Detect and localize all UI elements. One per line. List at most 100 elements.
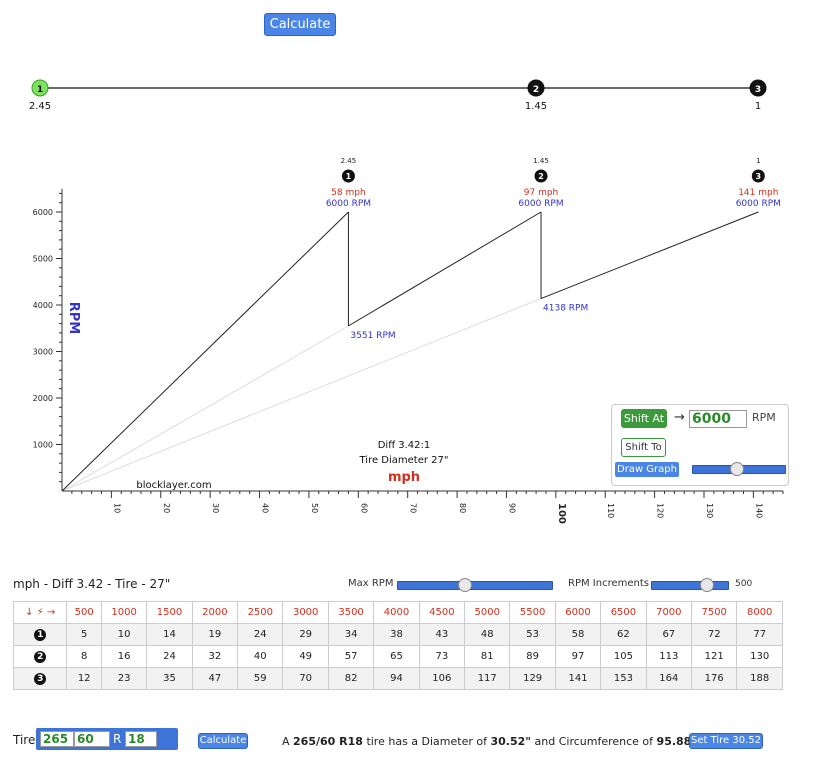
watermark: blocklayer.com xyxy=(136,480,211,491)
x-tick-label: 140 xyxy=(754,503,763,518)
gear-badge: 1 xyxy=(34,628,47,641)
x-tick-label: 10 xyxy=(112,503,121,513)
mph-cell: 23 xyxy=(100,667,148,690)
shift-point-gear-badge xyxy=(751,169,765,183)
mph-cell: 72 xyxy=(690,623,738,646)
tire-desc-size: 265/60 R18 xyxy=(293,735,363,748)
shift-point-gear-number: 3 xyxy=(756,172,762,181)
mph-cell: 49 xyxy=(282,645,329,668)
mph-cell: 16 xyxy=(100,645,148,668)
calculate-button[interactable]: Calculate xyxy=(264,13,336,36)
y-tick-label: 1000 xyxy=(33,441,53,450)
tire-width-input[interactable]: 265 xyxy=(40,731,74,747)
rpm-header-cell: 1500 xyxy=(146,601,193,624)
gear-handle-3[interactable] xyxy=(749,79,767,97)
mph-cell: 97 xyxy=(554,645,602,668)
rpm-header-cell: 7000 xyxy=(645,601,693,624)
mph-cell: 130 xyxy=(736,645,783,668)
mph-table: ↓ ⚡ → 500 1000 1500 2000 2500 3000 3500 4000 4500… xyxy=(12,601,783,690)
mph-cell: 47 xyxy=(191,667,239,690)
gear-handle-number: 3 xyxy=(755,85,761,95)
shift-point-gear-badge xyxy=(534,169,548,183)
shift-point-mph: 141 mph xyxy=(738,188,778,198)
mph-cell: 188 xyxy=(736,667,783,690)
rpm-increments-slider[interactable] xyxy=(651,581,729,590)
set-tire-button[interactable]: Set Tire 30.52 xyxy=(689,733,763,749)
x-axis-label: mph xyxy=(388,470,420,485)
mph-cell: 48 xyxy=(464,623,511,646)
mph-cell: 32 xyxy=(191,645,239,668)
gear-handle-1[interactable] xyxy=(31,79,49,97)
annotation-diff: Diff 3.42:1 xyxy=(378,440,431,451)
gear-badge: 3 xyxy=(34,672,47,685)
max-rpm-slider[interactable] xyxy=(397,581,553,590)
rpm-header-cell: 2000 xyxy=(191,601,239,624)
mph-cell: 73 xyxy=(418,645,466,668)
rpm-header-cell: 8000 xyxy=(736,601,783,624)
mph-cell: 121 xyxy=(690,645,738,668)
gear-ratio-label: 1.45 xyxy=(525,101,547,112)
shift-rpm-input[interactable]: 6000 xyxy=(689,410,747,428)
mph-cell: 58 xyxy=(554,623,602,646)
mph-cell: 40 xyxy=(237,645,284,668)
gear-handle-2[interactable] xyxy=(527,79,545,97)
tire-aspect-input[interactable]: 60 xyxy=(74,731,110,747)
mph-cell: 89 xyxy=(509,645,556,668)
x-tick-label: 70 xyxy=(409,503,418,513)
gear-handle-number: 2 xyxy=(533,85,539,95)
mph-cell: 164 xyxy=(645,667,693,690)
gear-badge: 2 xyxy=(34,650,47,663)
gear-handle-number: 1 xyxy=(37,85,43,95)
rpm-header-cell: 3500 xyxy=(327,601,375,624)
tire-description: A 265/60 R18 tire has a Diameter of 30.5… xyxy=(282,735,697,748)
y-tick-label: 4000 xyxy=(33,301,53,310)
rpm-header-cell: 6500 xyxy=(600,601,647,624)
x-tick-label: 100 xyxy=(556,503,567,524)
mph-cell: 117 xyxy=(464,667,511,690)
graph-slider-handle[interactable] xyxy=(730,462,744,476)
x-tick-label: 130 xyxy=(705,503,714,518)
shift-to-button[interactable]: Shift To xyxy=(621,438,666,457)
rpm-header-cell: 500 xyxy=(66,601,102,624)
shift-point-gear-number: 1 xyxy=(346,172,352,181)
shift-point-mph: 97 mph xyxy=(524,188,559,198)
tire-desc-mid: tire has a Diameter of xyxy=(366,735,487,748)
mph-cell: 176 xyxy=(690,667,738,690)
y-tick-label: 2000 xyxy=(33,394,53,403)
rpm-increments-slider-handle[interactable] xyxy=(700,578,714,592)
mph-cell: 35 xyxy=(146,667,193,690)
gear-ratio-label: 2.45 xyxy=(29,101,51,112)
gear-cell: 3 xyxy=(12,667,68,690)
gear-ray-3 xyxy=(61,298,542,492)
mph-cell: 53 xyxy=(509,623,556,646)
mph-cell: 38 xyxy=(373,623,420,646)
shift-at-button[interactable]: Shift At xyxy=(621,409,667,428)
shift-point-gear-badge xyxy=(341,169,355,183)
tire-rim-input[interactable]: 18 xyxy=(125,731,157,747)
table-title: mph - Diff 3.42 - Tire - 27" xyxy=(13,577,171,591)
rpm-header-cell: 2500 xyxy=(237,601,284,624)
mph-cell: 141 xyxy=(554,667,602,690)
gear-ray-2 xyxy=(61,325,349,492)
mph-cell: 113 xyxy=(645,645,693,668)
tire-desc-circumference: 95.88" xyxy=(656,735,698,748)
tire-r-label: R xyxy=(113,732,122,746)
tire-calculate-button[interactable]: Calculate xyxy=(198,733,248,749)
mph-cell: 82 xyxy=(327,667,375,690)
x-tick-label: 20 xyxy=(162,503,171,513)
gear-ratio-label: 1 xyxy=(755,101,761,112)
shift-point-rpm: 6000 RPM xyxy=(518,199,563,209)
mph-cell: 24 xyxy=(146,645,193,668)
shift-point-rpm: 6000 RPM xyxy=(326,199,371,209)
rpm-header-cell: 6000 xyxy=(554,601,602,624)
tire-desc-diameter: 30.52" xyxy=(490,735,532,748)
mph-cell: 65 xyxy=(373,645,420,668)
mph-cell: 129 xyxy=(509,667,556,690)
mph-cell: 29 xyxy=(282,623,329,646)
table-row: 1 5 10 14 19 24 29 34 38 43 48 53 58 62 67 72 77 xyxy=(12,623,783,646)
shift-point-ratio: 1 xyxy=(756,157,760,165)
max-rpm-slider-handle[interactable] xyxy=(458,578,472,592)
draw-graph-button[interactable]: Draw Graph xyxy=(615,462,679,477)
mph-cell: 10 xyxy=(100,623,148,646)
series-line-gear-1 xyxy=(61,211,349,492)
